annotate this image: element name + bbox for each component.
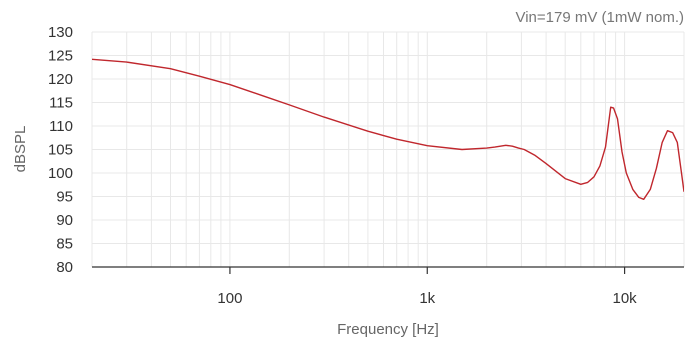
series-layer (92, 58, 684, 200)
chart-annotation: Vin=179 mV (1mW nom.) (515, 9, 684, 26)
y-tick-label: 105 (48, 142, 73, 159)
y-tick-label: 90 (56, 212, 73, 229)
y-tick-label: 130 (48, 24, 73, 41)
y-axis-title: dBSPL (12, 126, 29, 173)
y-tick-label: 110 (49, 118, 73, 135)
grid-layer (91, 31, 685, 268)
frequency-response-line (92, 58, 684, 200)
label-layer: Vin=179 mV (1mW nom.) Frequency [Hz] dBS… (12, 9, 684, 338)
x-tick-label: 10k (613, 290, 638, 307)
x-tick-label: 1k (419, 290, 435, 307)
y-tick-label: 125 (48, 48, 73, 65)
y-tick-label: 120 (48, 71, 73, 88)
y-tick-label: 85 (56, 236, 73, 253)
y-tick-label: 100 (48, 165, 73, 182)
y-tick-label: 115 (49, 95, 73, 112)
x-tick-label: 100 (217, 290, 242, 307)
axis-layer (92, 266, 684, 274)
x-axis-title: Frequency [Hz] (337, 321, 439, 338)
y-tick-label: 95 (56, 189, 73, 206)
y-tick-label: 80 (56, 259, 73, 276)
